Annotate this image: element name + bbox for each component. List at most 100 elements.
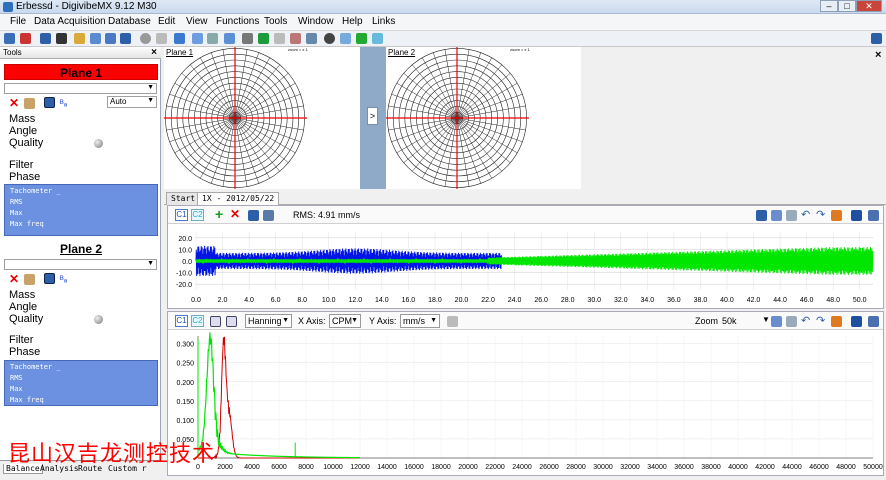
info-icon[interactable] <box>851 210 862 221</box>
tool-icon[interactable] <box>447 316 458 327</box>
menu-window[interactable]: Window <box>298 16 334 27</box>
new-icon[interactable] <box>4 33 15 44</box>
grid-icon[interactable] <box>756 210 767 221</box>
filter-label: Filter <box>9 159 34 171</box>
delete-icon[interactable]: ✕ <box>9 272 20 286</box>
y-axis-select[interactable]: mm/s ▼ <box>400 314 440 328</box>
menu-tools[interactable]: Tools <box>264 16 288 27</box>
delete-icon[interactable]: ✕ <box>230 207 241 221</box>
spectrum-chart[interactable]: 0.300 0.250 0.200 0.150 0.100 0.050 0 2000 4000 6… <box>168 330 885 477</box>
export-icon[interactable] <box>105 33 116 44</box>
menu-view[interactable]: View <box>186 16 208 27</box>
gear-icon[interactable] <box>324 33 335 44</box>
add-icon[interactable]: + <box>215 206 224 222</box>
page-icon[interactable] <box>786 316 797 327</box>
save-icon[interactable] <box>120 33 131 44</box>
record-icon[interactable] <box>140 33 151 44</box>
options-icon[interactable] <box>210 316 221 327</box>
tab-analysis[interactable]: Analysis <box>40 464 79 473</box>
table-icon[interactable] <box>44 97 55 108</box>
channel1-toggle[interactable]: C1 <box>175 315 188 327</box>
polar-spoke <box>388 117 458 131</box>
pause-icon[interactable] <box>242 33 253 44</box>
undo-icon[interactable]: ↶ <box>801 315 811 327</box>
play-icon[interactable] <box>258 33 269 44</box>
plane1-sensor-select[interactable]: ▼ <box>4 83 157 94</box>
channel1-spectrum <box>198 336 360 460</box>
tab-start[interactable]: Start <box>166 192 201 205</box>
zoom-value[interactable]: 50k <box>722 316 737 326</box>
tools-close-icon[interactable]: × <box>151 47 157 58</box>
bars-icon[interactable] <box>56 33 67 44</box>
layout-icon[interactable] <box>868 316 879 327</box>
color-icon[interactable] <box>356 33 367 44</box>
grid-icon[interactable] <box>40 33 51 44</box>
scale-icon[interactable] <box>226 316 237 327</box>
maximize-button[interactable]: □ <box>838 0 856 12</box>
clipboard-icon[interactable] <box>24 98 35 109</box>
filter-icon[interactable] <box>174 33 185 44</box>
tab-route[interactable]: Route <box>78 464 103 473</box>
menu-data-acquisition[interactable]: Data Acquisition <box>34 16 106 27</box>
plane1-mode-select[interactable]: Auto ▼ <box>107 96 157 108</box>
layout-icon[interactable] <box>871 33 882 44</box>
table-icon[interactable] <box>248 210 259 221</box>
page-icon[interactable] <box>786 210 797 221</box>
info-icon[interactable] <box>851 316 862 327</box>
waveform-chart[interactable]: 20.0 10.0 0.0 -10.0 -20.0 0.0 2.0 4.0 6.0 8.0 10.0… <box>168 224 885 310</box>
undo-icon[interactable]: ↶ <box>801 209 811 221</box>
polar-plot-plane1[interactable]: Plane 1 zoom = x 1 <box>163 46 360 190</box>
channel1-toggle[interactable]: C1 <box>175 209 188 221</box>
close-button[interactable]: ✕ <box>856 0 882 12</box>
minimize-button[interactable]: – <box>820 0 838 12</box>
paste-icon[interactable] <box>207 33 218 44</box>
plane2-sensor-select[interactable]: ▼ <box>4 259 157 270</box>
units-icon[interactable]: ᴮₐ <box>60 274 68 284</box>
crop-icon[interactable] <box>224 33 235 44</box>
record-off-icon[interactable] <box>274 33 285 44</box>
zoom-dropdown-icon[interactable]: ▼ <box>762 315 770 324</box>
open-icon[interactable] <box>20 33 31 44</box>
menu-functions[interactable]: Functions <box>216 16 260 27</box>
table-icon[interactable] <box>44 273 55 284</box>
clear-icon[interactable] <box>831 210 842 221</box>
clear-icon[interactable] <box>831 316 842 327</box>
copy-icon[interactable] <box>192 33 203 44</box>
menu-database[interactable]: Database <box>108 16 151 27</box>
save-all-icon[interactable] <box>90 33 101 44</box>
stop-icon[interactable] <box>156 33 167 44</box>
layout-icon[interactable] <box>868 210 879 221</box>
quality-label: Quality <box>9 313 44 325</box>
plane1-header[interactable]: Plane 1 <box>4 64 158 80</box>
copy-icon[interactable] <box>771 210 782 221</box>
tool-icon[interactable] <box>290 33 301 44</box>
redo-icon[interactable]: ↷ <box>816 315 826 327</box>
delete-icon[interactable]: ✕ <box>9 96 20 110</box>
clipboard-icon[interactable] <box>24 274 35 285</box>
panel-close-icon[interactable]: × <box>875 49 882 61</box>
polar-plot-plane2[interactable]: Plane 2 zoom = x 1 <box>385 46 581 190</box>
folder-icon[interactable] <box>74 33 85 44</box>
menu-edit[interactable]: Edit <box>158 16 176 27</box>
tab-custom[interactable]: Custom r <box>108 464 147 473</box>
doc-icon[interactable] <box>340 33 351 44</box>
channel2-toggle[interactable]: C2 <box>191 315 204 327</box>
tab-file[interactable]: 1X - 2012/05/22 <box>197 192 280 205</box>
channel2-toggle[interactable]: C2 <box>191 209 204 221</box>
export-icon[interactable] <box>263 210 274 221</box>
target-icon[interactable] <box>372 33 383 44</box>
menu-file[interactable]: File <box>10 16 27 27</box>
menu-links[interactable]: Links <box>372 16 396 27</box>
redo-icon[interactable]: ↷ <box>816 209 826 221</box>
plane2-header[interactable]: Plane 2 <box>59 242 103 256</box>
page-icon[interactable] <box>306 33 317 44</box>
x-axis-select[interactable]: CPM ▼ <box>329 314 361 328</box>
tab-balance[interactable]: Balance <box>3 464 43 474</box>
copy-icon[interactable] <box>771 316 782 327</box>
window-select[interactable]: Hanning ▼ <box>245 314 292 328</box>
polar-spoke <box>234 57 271 119</box>
expand-button[interactable]: > <box>367 107 378 125</box>
polar-spoke <box>456 49 470 119</box>
menu-help[interactable]: Help <box>342 16 363 27</box>
units-icon[interactable]: ᴮₐ <box>60 98 68 108</box>
